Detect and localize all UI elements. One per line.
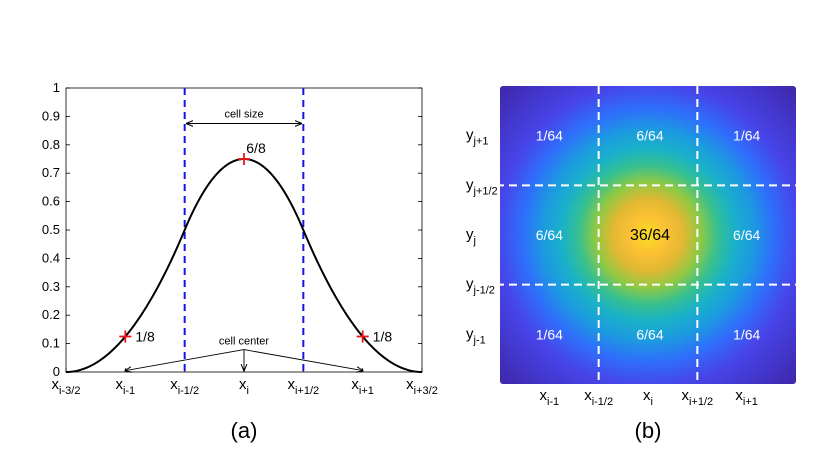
x-tick-label: xi-1 bbox=[115, 376, 135, 397]
cell-value-label: 6/64 bbox=[536, 227, 563, 243]
heatmap-y-tick-label-base: y bbox=[466, 226, 474, 243]
caption-a: (a) bbox=[231, 418, 258, 443]
heatmap-x-tick-label-base: x bbox=[681, 387, 689, 404]
heatmap-x-tick-label-base: x bbox=[735, 387, 743, 404]
x-tick-label-sub: i+1/2 bbox=[295, 385, 319, 397]
heatmap-x-tick-label-base: x bbox=[643, 387, 651, 404]
cell-value-label: 6/64 bbox=[636, 326, 663, 342]
y-tick-label: 0.3 bbox=[42, 279, 60, 294]
x-tick-label-base: x bbox=[351, 376, 359, 393]
x-tick-label-sub: i+1 bbox=[359, 385, 374, 397]
x-tick-label: xi-3/2 bbox=[52, 376, 81, 397]
heatmap-y-tick-label-sub: j bbox=[473, 235, 476, 247]
y-tick-label: 0.5 bbox=[42, 222, 60, 237]
y-tick-label: 0.9 bbox=[42, 108, 60, 123]
heatmap-x-tick-label-sub: i bbox=[651, 396, 653, 408]
heatmap-x-tick-label: xi bbox=[643, 387, 653, 408]
node-marker: 6/8 bbox=[238, 140, 266, 165]
heatmap-x-tick-label: xi-1 bbox=[539, 387, 559, 408]
cell-center-label: cell center bbox=[219, 336, 269, 348]
x-tick-label-base: x bbox=[239, 376, 247, 393]
heatmap-background bbox=[500, 86, 796, 384]
panel-a-curve-chart: 00.10.20.30.40.50.60.70.80.91 xi-3/2 xi-1… bbox=[42, 80, 438, 443]
panel-b-heatmap: 1/64 6/64 1/646/64 36/64 6/641/64 6/64 1/64 yj… bbox=[466, 86, 796, 443]
x-tick-label: xi-1/2 bbox=[170, 376, 199, 397]
y-tick-label: 0.7 bbox=[42, 165, 60, 180]
heatmap-y-tick-label: yj+1 bbox=[466, 127, 489, 148]
x-tick-label-base: x bbox=[170, 376, 178, 393]
node-marker: 1/8 bbox=[356, 329, 393, 345]
node-value-label: 1/8 bbox=[373, 329, 393, 345]
cell-size-label: cell size bbox=[224, 109, 263, 121]
heatmap-x-tick-label-base: x bbox=[584, 387, 592, 404]
x-tick-label: xi+3/2 bbox=[406, 376, 438, 397]
cell-center-arrow bbox=[125, 349, 245, 371]
heatmap-y-tick-label: yj bbox=[466, 226, 476, 247]
x-tick-label-base: x bbox=[287, 376, 295, 393]
heatmap-x-tick-label-sub: i-1/2 bbox=[592, 396, 613, 408]
heatmap-x-tick-label: xi+1 bbox=[735, 387, 758, 408]
heatmap-x-tick-label-base: x bbox=[539, 387, 547, 404]
heatmap-y-tick-label: yj+1/2 bbox=[466, 176, 498, 197]
y-tick-label: 0.8 bbox=[42, 137, 60, 152]
heatmap-y-tick-label: yj-1 bbox=[466, 325, 486, 346]
heatmap-y-tick-label-sub: j-1 bbox=[473, 334, 486, 346]
x-tick-label: xi bbox=[239, 376, 249, 397]
heatmap-x-tick-label-sub: i+1/2 bbox=[689, 396, 713, 408]
y-tick-label: 0.6 bbox=[42, 194, 60, 209]
node-value-label: 1/8 bbox=[135, 329, 155, 345]
x-tick-label-base: x bbox=[52, 376, 60, 393]
x-tick-label-sub: i-1/2 bbox=[178, 385, 199, 397]
heatmap-y-tick-label-base: y bbox=[466, 127, 474, 144]
heatmap-x-tick-label-sub: i+1 bbox=[743, 396, 758, 408]
cell-value-label: 1/64 bbox=[536, 326, 563, 342]
x-tick-label-sub: i-1 bbox=[123, 385, 135, 397]
heatmap-x-tick-label: xi+1/2 bbox=[681, 387, 713, 408]
heatmap-y-tick-label: yj-1/2 bbox=[466, 276, 495, 297]
x-tick-label-sub: i+3/2 bbox=[414, 385, 438, 397]
x-tick-label: xi+1/2 bbox=[287, 376, 319, 397]
cell-value-label: 36/64 bbox=[630, 227, 670, 244]
heatmap-y-tick-label-base: y bbox=[466, 276, 474, 293]
x-tick-label-sub: i-3/2 bbox=[59, 385, 80, 397]
cell-value-label: 1/64 bbox=[733, 326, 760, 342]
node-value-label: 6/8 bbox=[246, 140, 266, 156]
heatmap-x-tick-label-sub: i-1 bbox=[547, 396, 559, 408]
x-tick-label-base: x bbox=[115, 376, 123, 393]
y-tick-label: 0 bbox=[53, 364, 60, 379]
heatmap-y-tick-label-base: y bbox=[466, 176, 474, 193]
y-tick-label: 1 bbox=[53, 80, 60, 95]
node-marker: 1/8 bbox=[119, 329, 155, 345]
y-tick-label: 0.2 bbox=[42, 307, 60, 322]
caption-b: (b) bbox=[635, 418, 662, 443]
heatmap-y-tick-label-base: y bbox=[466, 325, 474, 342]
cell-value-label: 6/64 bbox=[733, 227, 760, 243]
cell-value-label: 1/64 bbox=[536, 128, 563, 144]
heatmap-y-tick-label-sub: j+1 bbox=[473, 136, 489, 148]
heatmap-x-tick-label: xi-1/2 bbox=[584, 387, 613, 408]
x-tick-label-base: x bbox=[406, 376, 414, 393]
plot-a-frame bbox=[65, 87, 423, 373]
heatmap-y-tick-label-sub: j-1/2 bbox=[473, 285, 495, 297]
cell-value-label: 6/64 bbox=[636, 128, 663, 144]
y-tick-label: 0.4 bbox=[42, 250, 60, 265]
x-tick-label: xi+1 bbox=[351, 376, 374, 397]
y-tick-label: 0.1 bbox=[42, 336, 60, 351]
cell-value-label: 1/64 bbox=[733, 128, 760, 144]
heatmap-y-tick-label-sub: j+1/2 bbox=[473, 185, 498, 197]
cell-center-arrow bbox=[243, 349, 363, 371]
x-tick-label-sub: i bbox=[247, 385, 249, 397]
